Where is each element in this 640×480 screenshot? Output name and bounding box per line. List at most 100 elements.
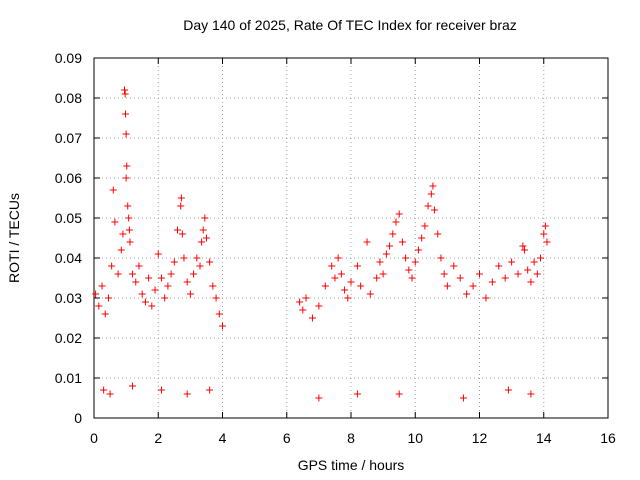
data-point (408, 274, 416, 282)
data-point (537, 254, 545, 262)
data-point (129, 270, 137, 278)
data-point (202, 234, 210, 242)
data-point (157, 274, 165, 282)
data-point (411, 258, 419, 266)
data-point (429, 182, 437, 190)
data-point (321, 282, 329, 290)
data-point (373, 274, 381, 282)
data-point (170, 258, 178, 266)
data-point (308, 314, 316, 322)
data-point (434, 230, 442, 238)
data-point (123, 162, 131, 170)
data-point (135, 262, 143, 270)
data-point (337, 270, 345, 278)
data-point (421, 222, 429, 230)
data-point (456, 274, 464, 282)
data-point (395, 210, 403, 218)
data-point (92, 290, 100, 298)
data-point (315, 394, 323, 402)
data-point (95, 302, 103, 310)
data-point (427, 190, 435, 198)
data-point (154, 250, 162, 258)
data-point (469, 282, 477, 290)
x-tick-label: 8 (347, 430, 355, 446)
data-point (122, 130, 130, 138)
data-point (504, 386, 512, 394)
chart-title: Day 140 of 2025, Rate Of TEC Index for r… (183, 17, 517, 33)
x-tick-label: 12 (472, 430, 488, 446)
data-point (347, 278, 355, 286)
x-tick-label: 0 (90, 430, 98, 446)
data-point (100, 386, 108, 394)
data-point (440, 270, 448, 278)
data-point (353, 390, 361, 398)
data-point (379, 270, 387, 278)
data-point (443, 282, 451, 290)
data-point (488, 278, 496, 286)
data-point (508, 258, 516, 266)
data-point (198, 238, 206, 246)
data-point (398, 238, 406, 246)
data-point (196, 262, 204, 270)
data-point (524, 266, 532, 274)
data-point (414, 246, 422, 254)
data-point (201, 214, 209, 222)
data-point (125, 214, 133, 222)
data-point (206, 386, 214, 394)
data-point (117, 246, 125, 254)
data-point (111, 218, 119, 226)
data-point (178, 230, 186, 238)
data-point (190, 270, 198, 278)
data-point (183, 278, 191, 286)
y-tick-label: 0.01 (55, 370, 82, 386)
data-point (177, 202, 185, 210)
y-tick-label: 0 (74, 410, 82, 426)
data-point (482, 294, 490, 302)
data-point (450, 262, 458, 270)
data-point (519, 242, 527, 250)
data-point (164, 282, 172, 290)
data-point (219, 322, 226, 330)
data-point (431, 206, 439, 214)
data-point (363, 238, 371, 246)
data-point (299, 306, 307, 314)
data-point (177, 194, 185, 202)
y-tick-label: 0.05 (55, 210, 82, 226)
data-point (501, 274, 509, 282)
data-point (126, 238, 134, 246)
data-point (186, 290, 194, 298)
data-point (138, 290, 146, 298)
data-point (132, 278, 140, 286)
data-point (543, 238, 551, 246)
data-point (376, 258, 384, 266)
data-point (145, 274, 153, 282)
data-point (101, 310, 109, 318)
y-tick-label: 0.07 (55, 130, 82, 146)
data-point (157, 386, 165, 394)
data-point (514, 270, 522, 278)
data-point (357, 282, 365, 290)
y-tick-label: 0.04 (55, 250, 82, 266)
data-point (121, 86, 129, 94)
data-point (151, 286, 159, 294)
data-point (109, 186, 117, 194)
data-point (148, 302, 156, 310)
data-point (527, 390, 535, 398)
data-point (183, 390, 191, 398)
data-point (389, 230, 397, 238)
data-point (533, 270, 541, 278)
data-point (108, 262, 116, 270)
data-point (382, 250, 390, 258)
data-point (334, 254, 342, 262)
data-point (141, 298, 149, 306)
data-point (541, 222, 549, 230)
data-point (344, 294, 352, 302)
data-point (437, 254, 445, 262)
y-tick-label: 0.02 (55, 330, 82, 346)
x-tick-label: 4 (219, 430, 227, 446)
data-point (180, 254, 188, 262)
data-point (315, 302, 323, 310)
data-point (174, 226, 182, 234)
data-point (302, 294, 310, 302)
x-tick-label: 14 (536, 430, 552, 446)
